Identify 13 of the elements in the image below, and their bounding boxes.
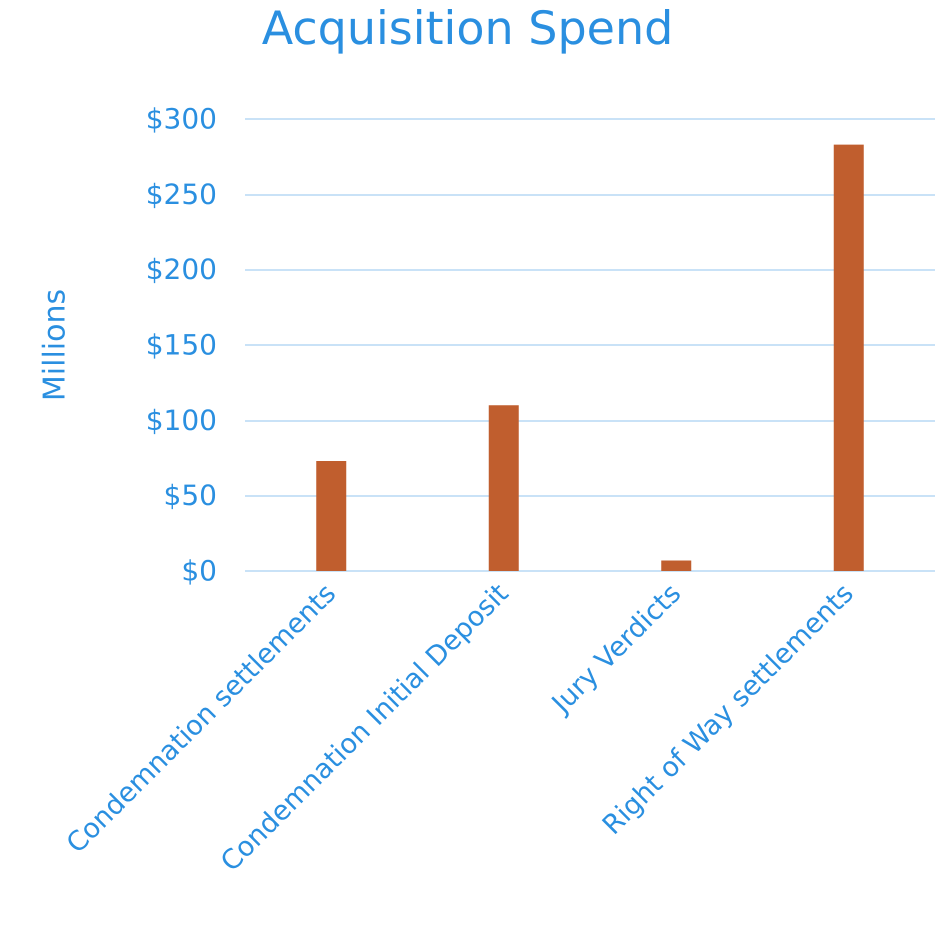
bar [834, 144, 864, 571]
bar [488, 405, 519, 571]
y-tick-label: $100 [146, 404, 217, 437]
chart-title: Acquisition Spend [262, 1, 674, 55]
y-tick-label: $150 [146, 328, 217, 362]
y-tick-label: $50 [164, 479, 217, 512]
y-tick-label: $200 [146, 253, 217, 286]
y-axis-title: Millions [38, 288, 72, 402]
bar [661, 560, 692, 571]
y-tick-label: $250 [146, 178, 217, 211]
y-tick-label: $300 [146, 102, 217, 136]
y-tick-label: $0 [181, 554, 217, 588]
bar [316, 461, 346, 571]
